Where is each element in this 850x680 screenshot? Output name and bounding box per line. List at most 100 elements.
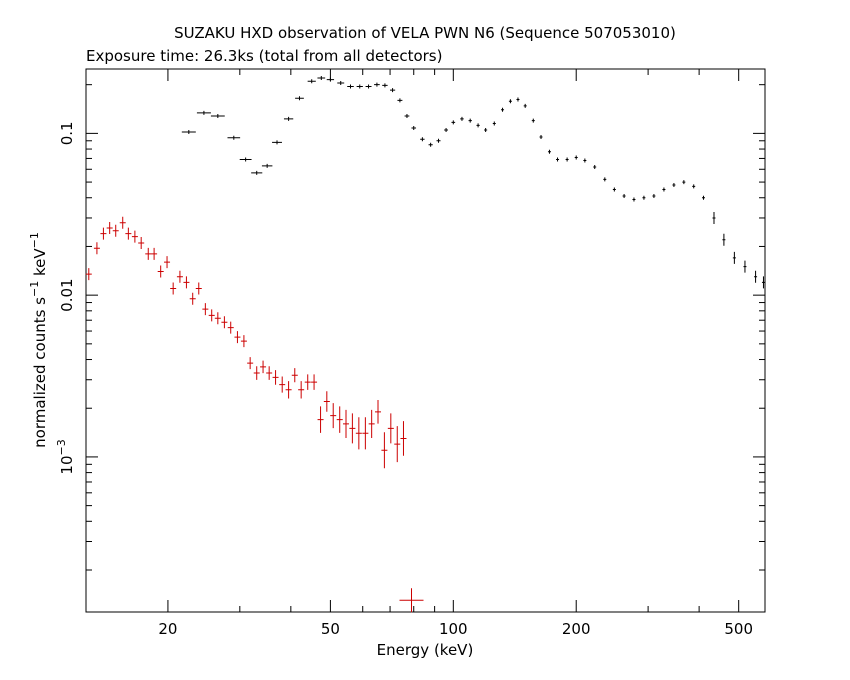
data-point (227, 321, 234, 334)
data-point (181, 129, 196, 134)
x-tick-label: 50 (321, 620, 340, 638)
y-tick-label: 10−3 (55, 439, 76, 474)
x-tick-label: 20 (158, 620, 177, 638)
data-point (375, 399, 382, 424)
data-point (516, 97, 520, 102)
data-point (381, 432, 388, 469)
data-point (761, 276, 765, 289)
data-point (283, 116, 294, 121)
data-point (295, 96, 304, 101)
data-point (347, 84, 354, 89)
data-point (326, 77, 335, 82)
data-point (531, 118, 535, 123)
data-point (145, 247, 152, 260)
data-point (672, 182, 676, 187)
data-point (556, 157, 560, 162)
y-axis-label-exp-b: −1 (28, 232, 41, 248)
data-point (221, 316, 228, 329)
data-point (272, 140, 282, 145)
data-point (612, 187, 616, 192)
data-point (261, 163, 273, 168)
x-tick-label: 100 (439, 620, 468, 638)
data-point (701, 195, 705, 200)
data-point (266, 366, 273, 380)
data-point (508, 99, 512, 104)
data-point (157, 265, 164, 278)
data-point (374, 82, 380, 87)
data-point (251, 170, 263, 175)
data-point (247, 357, 254, 370)
data-point (397, 98, 403, 103)
data-point (240, 335, 247, 348)
data-point (362, 417, 369, 450)
data-point (227, 135, 241, 140)
y-tick-label-text: 0.01 (58, 278, 76, 311)
y-axis-label-exp-a: −1 (28, 281, 41, 297)
data-point (389, 88, 396, 93)
data-point (164, 256, 171, 269)
data-point (436, 138, 441, 143)
y-tick-label-exponent: −3 (55, 439, 68, 455)
y-tick-label: 0.01 (58, 278, 76, 311)
data-point (119, 216, 126, 229)
data-point (260, 360, 267, 374)
data-point (583, 158, 587, 163)
chart-title: SUZAKU HXD observation of VELA PWN N6 (S… (174, 24, 676, 42)
data-point (304, 374, 311, 390)
series-1 (85, 216, 424, 613)
data-point (307, 79, 316, 84)
data-point (196, 110, 211, 115)
data-point (712, 211, 716, 224)
data-point (208, 309, 215, 322)
data-point (460, 116, 464, 121)
data-point (652, 194, 656, 199)
data-point (547, 149, 551, 154)
data-point (468, 118, 472, 123)
data-point (125, 227, 132, 240)
data-point (337, 80, 345, 85)
data-point (355, 417, 362, 450)
data-point (170, 282, 177, 295)
data-point (234, 331, 241, 344)
data-point (743, 260, 747, 273)
data-point (523, 103, 527, 108)
data-point (202, 303, 209, 316)
data-point (399, 588, 424, 613)
data-point (501, 107, 505, 112)
data-point (343, 409, 350, 438)
data-point (317, 75, 326, 80)
x-tick-label: 200 (562, 620, 591, 638)
data-point (330, 403, 337, 429)
data-point (112, 224, 119, 237)
data-point (682, 180, 686, 185)
data-point (722, 233, 726, 246)
data-point (138, 237, 145, 250)
data-point (131, 230, 138, 243)
data-point (574, 155, 578, 160)
data-point (476, 123, 480, 128)
data-point (298, 381, 305, 399)
data-point (183, 276, 190, 289)
data-point (692, 184, 696, 189)
y-axis-label-mid: keV (31, 248, 49, 281)
data-point (565, 157, 569, 162)
data-point (106, 222, 113, 235)
data-point (151, 247, 158, 260)
data-point (411, 125, 417, 130)
y-tick-label-text: 0.1 (58, 121, 76, 145)
data-point (484, 127, 488, 132)
y-axis-label-main: normalized counts s (31, 297, 49, 448)
data-point (93, 242, 100, 255)
data-point (593, 164, 597, 169)
y-tick-label-text: 10 (58, 455, 76, 474)
data-point (400, 421, 407, 456)
data-series (85, 75, 765, 613)
data-point (382, 83, 388, 88)
data-point (285, 381, 292, 399)
data-point (603, 177, 607, 182)
data-point (317, 406, 324, 433)
plot-frame (85, 68, 766, 613)
data-point (428, 142, 433, 147)
data-point (239, 157, 252, 162)
